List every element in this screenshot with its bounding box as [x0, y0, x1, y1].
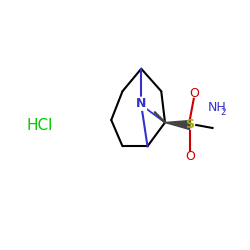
Text: N: N: [136, 97, 146, 110]
Text: NH: NH: [208, 101, 226, 114]
Text: S: S: [186, 118, 194, 132]
Text: O: O: [189, 87, 199, 100]
Text: O: O: [185, 150, 195, 163]
Text: 2: 2: [220, 108, 226, 116]
Text: HCl: HCl: [27, 118, 53, 132]
Polygon shape: [165, 120, 190, 130]
